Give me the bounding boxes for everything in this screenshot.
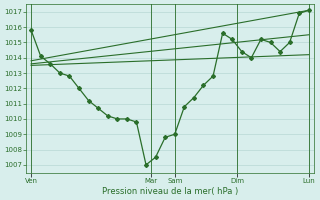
X-axis label: Pression niveau de la mer( hPa ): Pression niveau de la mer( hPa ) [102, 187, 238, 196]
